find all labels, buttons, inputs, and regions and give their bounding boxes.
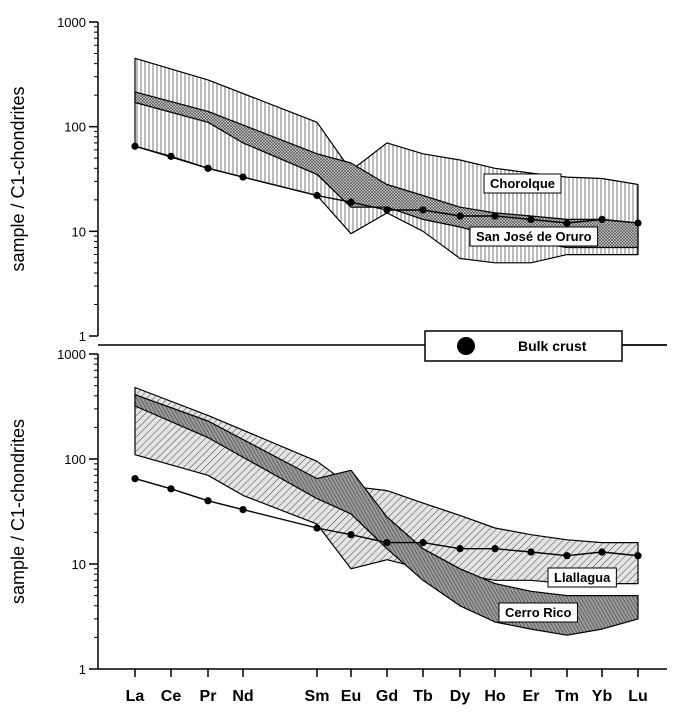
bulk-crust-point — [634, 219, 642, 227]
field-label: Cerro Rico — [505, 605, 572, 620]
y-axis-label: sample / C1-chondrites — [8, 86, 28, 271]
x-tick-label: Er — [523, 688, 540, 705]
y-tick-label: 100 — [64, 452, 86, 467]
bulk-crust-point — [598, 215, 606, 224]
bulk-crust-point — [239, 505, 247, 514]
y-tick-label: 10 — [72, 224, 86, 239]
legend: Bulk crust — [424, 330, 667, 362]
bulk-crust-point — [419, 206, 427, 214]
bulk-crust-point — [167, 152, 175, 160]
bulk-crust-line — [134, 145, 639, 224]
bulk-crust-point — [563, 552, 571, 560]
x-tick-label: Yb — [592, 688, 613, 705]
axes-layer: 1000 100 10 1 sample / C1-chondrites 1000 100 1… — [8, 15, 667, 705]
y-tick-label: 1 — [79, 662, 86, 677]
x-tick-label: Lu — [628, 688, 648, 705]
y-tick-label: 1 — [79, 329, 86, 344]
field-cerro-rico — [134, 394, 639, 636]
y-tick-label: 1000 — [57, 15, 86, 30]
bulk-crust-point — [491, 212, 499, 220]
y-tick-label: 1000 — [57, 347, 86, 362]
bulk-crust-point — [383, 538, 391, 547]
labels-layer: Chorolque San José de Oruro Llallagua Cerro… — [469, 173, 617, 623]
x-tick-label: Tm — [555, 688, 579, 705]
bulk-crust-point — [313, 191, 321, 200]
field-label-box — [547, 567, 617, 588]
field-llallagua — [134, 386, 639, 585]
bulk-crust-point — [347, 531, 355, 539]
bulk-crust-point — [239, 173, 247, 181]
field-label: Chorolque — [490, 176, 555, 191]
bulk-crust-line — [134, 477, 639, 557]
field-label-box — [469, 226, 599, 247]
bulk-crust-point — [634, 552, 642, 560]
x-tick-label: Pr — [200, 688, 217, 705]
bulk-crust-point — [313, 524, 321, 532]
field-label-box — [498, 602, 578, 623]
bulk-crust-point — [131, 142, 139, 150]
x-tick-label: La — [126, 688, 145, 705]
x-tick-label: Ce — [161, 688, 182, 705]
bulk-crust-point — [527, 548, 535, 556]
bulk-crust-point — [347, 198, 355, 206]
legend-label: Bulk crust — [518, 338, 587, 354]
bulk-crust-point — [204, 164, 212, 172]
field-chorolque — [134, 57, 639, 264]
bulk-crust-point — [527, 215, 535, 224]
y-tick-label: 100 — [64, 120, 86, 135]
field-label-group: Chorolque — [483, 173, 562, 194]
x-tick-label: Tb — [413, 688, 433, 705]
x-tick-label: Ho — [484, 688, 506, 705]
x-tick-label: Eu — [341, 688, 361, 705]
bulk-crust-point — [419, 538, 427, 547]
y-tick-label: 10 — [72, 557, 86, 572]
bulk-crust-point — [491, 545, 499, 553]
field-label: San José de Oruro — [476, 229, 592, 244]
bulk-crust-point — [167, 485, 175, 493]
field-label-group: San José de Oruro — [469, 226, 599, 247]
bulk-crust-point — [598, 548, 606, 556]
x-tick-label: Gd — [376, 688, 398, 705]
x-tick-label: Nd — [232, 688, 253, 705]
x-tick-label: Dy — [450, 688, 471, 705]
bulk-crust-point — [383, 206, 391, 214]
bulk-crust-point — [131, 475, 139, 483]
bulk-crust-point — [204, 497, 212, 505]
bulk-crust-point — [456, 545, 464, 553]
x-tick-label: Sm — [305, 688, 330, 705]
legend-marker — [457, 337, 475, 355]
field-label-group: Llallagua — [547, 567, 617, 588]
field-label-group: Cerro Rico — [498, 602, 578, 623]
series-layer — [131, 142, 642, 560]
field-label-box — [483, 173, 562, 194]
y-axis-label: sample / C1-chondrites — [8, 419, 28, 604]
bulk-crust-point — [563, 219, 571, 227]
bulk-crust-point — [456, 212, 464, 220]
field-label: Llallagua — [554, 570, 611, 585]
